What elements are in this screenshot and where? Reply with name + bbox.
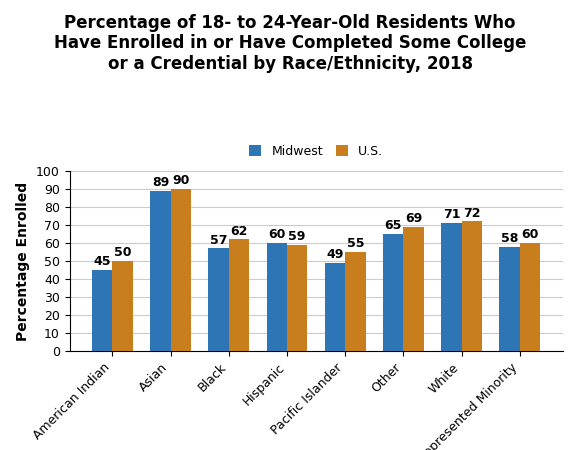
- Text: 65: 65: [385, 219, 402, 232]
- Text: 62: 62: [230, 225, 248, 238]
- Bar: [92, 270, 113, 351]
- Text: 60: 60: [521, 228, 539, 241]
- Bar: [325, 263, 345, 351]
- Text: 72: 72: [463, 207, 481, 220]
- Text: 69: 69: [405, 212, 422, 225]
- Text: 55: 55: [347, 237, 364, 250]
- Legend: Midwest, U.S.: Midwest, U.S.: [249, 145, 383, 158]
- Text: 59: 59: [288, 230, 306, 243]
- Bar: [229, 239, 249, 351]
- Bar: [345, 252, 365, 351]
- Text: 60: 60: [268, 228, 285, 241]
- Bar: [113, 261, 133, 351]
- Text: 57: 57: [210, 234, 227, 247]
- Bar: [267, 243, 287, 351]
- Bar: [150, 191, 171, 351]
- Text: 49: 49: [327, 248, 344, 261]
- Text: 71: 71: [443, 208, 460, 221]
- Text: 58: 58: [501, 232, 519, 245]
- Bar: [462, 221, 482, 351]
- Bar: [404, 227, 424, 351]
- Bar: [171, 189, 191, 351]
- Bar: [287, 245, 307, 351]
- Text: 50: 50: [114, 246, 131, 259]
- Bar: [383, 234, 404, 351]
- Bar: [208, 248, 229, 351]
- Text: 89: 89: [152, 176, 169, 189]
- Bar: [499, 247, 520, 351]
- Text: 90: 90: [172, 174, 190, 187]
- Text: Percentage of 18- to 24-Year-Old Residents Who
Have Enrolled in or Have Complete: Percentage of 18- to 24-Year-Old Residen…: [54, 14, 526, 73]
- Y-axis label: Percentage Enrolled: Percentage Enrolled: [16, 181, 30, 341]
- Bar: [441, 223, 462, 351]
- Bar: [520, 243, 540, 351]
- Text: 45: 45: [93, 255, 111, 268]
